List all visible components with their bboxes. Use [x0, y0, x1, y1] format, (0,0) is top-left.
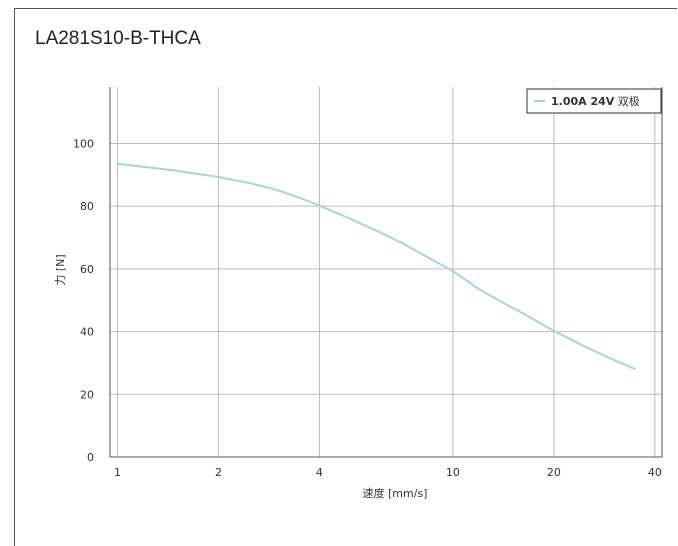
grid-lines	[110, 87, 662, 458]
x-tick-labels: 1 2 4 10 20 40	[114, 466, 662, 479]
x-axis-label: 速度 [mm/s]	[363, 486, 428, 500]
x-tick-label: 2	[215, 466, 222, 479]
chart-frame	[14, 8, 677, 546]
y-tick-labels: 0 20 40 60 80 100	[73, 137, 94, 464]
x-tick-label: 4	[316, 466, 323, 479]
x-tick-label: 10	[446, 466, 460, 479]
y-tick-label: 40	[80, 326, 94, 339]
legend-box	[526, 88, 662, 114]
y-tick-label: 0	[87, 451, 94, 464]
y-tick-label: 100	[73, 137, 94, 150]
y-tick-label: 20	[80, 388, 94, 401]
x-tick-label: 40	[648, 466, 662, 479]
x-tick-label: 1	[114, 466, 121, 479]
x-tick-label: 20	[547, 466, 561, 479]
y-tick-label: 80	[80, 200, 94, 213]
legend-label-suffix: 双极	[614, 94, 640, 108]
y-tick-label: 60	[80, 263, 94, 276]
legend: 1.00A 24V 双极	[526, 88, 662, 114]
legend-label: 1.00A 24V 双极	[551, 94, 640, 108]
plot-border	[109, 87, 663, 458]
plot-background	[110, 87, 662, 457]
chart-title: LA281S10-B-THCA	[35, 28, 201, 49]
series-line	[117, 162, 636, 371]
series-group	[117, 162, 636, 371]
y-axis-label: 力 [N]	[54, 254, 67, 285]
legend-label-bold: 1.00A 24V	[551, 95, 615, 108]
